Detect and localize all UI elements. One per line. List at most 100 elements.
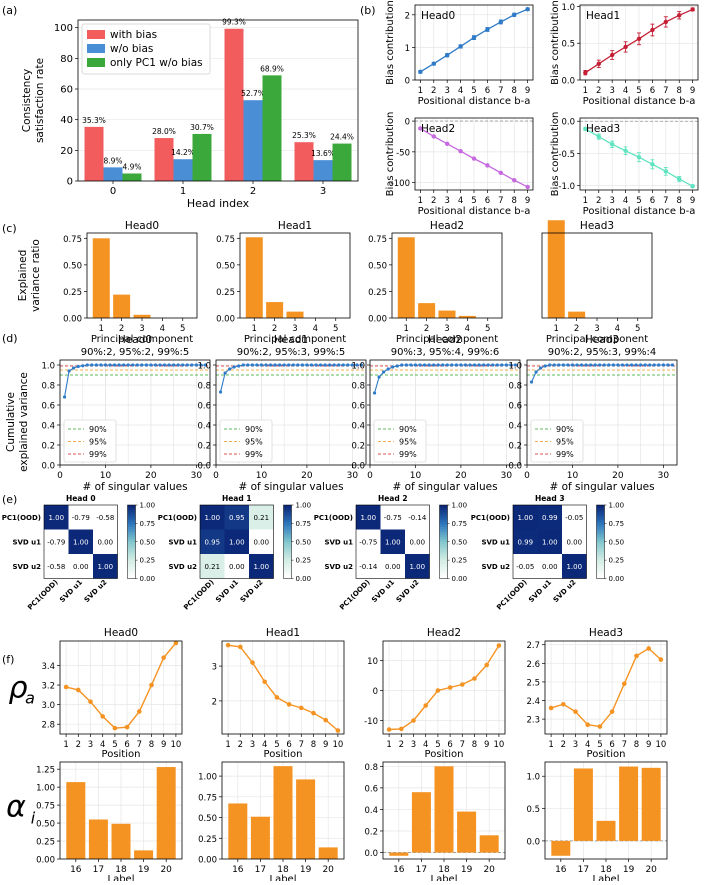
- x-tick-label: 3: [411, 740, 416, 750]
- colorbar-segment: [283, 527, 292, 530]
- x-tick-label: 19: [461, 865, 473, 875]
- data-point: [561, 363, 565, 367]
- heatmap-value: 1.00: [253, 563, 269, 571]
- heatmap-cell: [200, 505, 225, 530]
- data-point: [690, 183, 695, 189]
- data-point: [94, 363, 98, 367]
- colorbar-segment: [283, 551, 292, 555]
- subplot-title: Head3: [589, 627, 623, 639]
- subplot-title: Head0: [118, 334, 152, 346]
- colorbar-segment: [596, 522, 605, 525]
- x-tick-label: 1: [252, 324, 257, 334]
- subplot-title: Head1: [266, 627, 300, 639]
- heatmap-cell: [380, 505, 405, 530]
- colorbar-segment: [439, 531, 448, 535]
- bar-value-label: 30.7%: [190, 123, 214, 132]
- x-tick-label: 9: [323, 740, 328, 750]
- heatmap-cell: [93, 554, 118, 579]
- bar-pc3-head0: [133, 314, 151, 318]
- data-point: [137, 709, 142, 714]
- heatmap-value: 0.99: [517, 538, 533, 546]
- y-tick-label: 1: [405, 44, 410, 54]
- colorbar-tick-label: 0.75: [140, 520, 156, 528]
- bar-value-label: 25.3%: [292, 131, 316, 140]
- y-tick-label: 1.25: [36, 766, 55, 776]
- data-point: [629, 363, 634, 367]
- data-point: [543, 364, 547, 368]
- y-axis-label-c: Explained: [17, 250, 29, 302]
- y-tick-label: 2.7: [526, 641, 540, 651]
- heatmap-value: 1.00: [229, 538, 245, 546]
- heatmap-cell: [200, 529, 225, 554]
- data-point: [112, 725, 118, 731]
- data-point: [223, 371, 227, 375]
- heatmap-cell: [562, 505, 587, 530]
- colorbar-segment: [283, 529, 292, 533]
- heatmap-frame: [512, 504, 587, 579]
- subplot-title: Head2: [421, 123, 455, 135]
- x-axis-label-d: # of singular values: [549, 481, 654, 493]
- y-tick-label: 1.0: [41, 362, 55, 372]
- x-tick-label: 9: [484, 740, 489, 750]
- x-tick-label: 8: [677, 86, 682, 96]
- heatmap-value: 0.00: [253, 538, 269, 546]
- data-point: [634, 363, 638, 367]
- x-tick-label: 0: [110, 186, 116, 197]
- data-point: [176, 363, 180, 367]
- data-point: [552, 363, 556, 367]
- x-tick-label: 4: [160, 324, 165, 334]
- data-point: [337, 363, 341, 367]
- heatmap-cell: [513, 554, 538, 579]
- heatmap-cell: [249, 529, 274, 554]
- data-point: [585, 722, 590, 727]
- heatmap-row-label: PC1(OOD): [2, 514, 41, 522]
- data-point: [162, 363, 167, 367]
- x-tick-label: 7: [498, 196, 503, 206]
- colorbar-segment: [283, 507, 292, 511]
- heatmap-row-label: SVD u2: [12, 563, 41, 571]
- data-point: [611, 363, 615, 367]
- y-tick-label: 0.2: [41, 442, 55, 452]
- data-point: [491, 363, 495, 367]
- x-tick-label: 9: [690, 196, 695, 206]
- data-point: [435, 688, 441, 693]
- subplot-title: Head 1: [222, 494, 252, 503]
- y-tick-label: 3: [212, 663, 217, 673]
- x-tick-label: 18: [438, 865, 450, 875]
- data-point: [63, 684, 69, 690]
- y-tick-label: 1.00: [36, 784, 55, 794]
- x-tick-label: 2: [574, 324, 579, 334]
- data-point: [609, 52, 615, 58]
- x-axis-label-c: Principal component: [396, 334, 498, 345]
- x-axis-label-f: Position: [264, 749, 303, 760]
- y-tick-label: 0.4: [508, 422, 522, 432]
- y-tick-label: 2.8: [41, 721, 55, 731]
- colorbar-segment: [127, 524, 136, 528]
- heatmap-value: 0.95: [204, 538, 220, 546]
- heatmap-cell: [380, 554, 405, 579]
- heatmap-value: 0.21: [253, 514, 269, 522]
- rho-line-head2: [389, 645, 500, 731]
- heatmap-cell: [562, 554, 587, 579]
- heatmap-row-label: SVD u1: [12, 538, 41, 546]
- colorbar-segment: [596, 561, 605, 565]
- x-tick-label: 3: [250, 740, 255, 750]
- data-point: [607, 363, 611, 367]
- heatmap-value: 0.00: [97, 538, 113, 546]
- data-point: [650, 27, 655, 33]
- y-tick-label: 0.2: [351, 442, 365, 452]
- colorbar-segment: [439, 544, 448, 547]
- colorbar-segment: [283, 519, 292, 523]
- data-point: [485, 163, 490, 168]
- x-tick-label: 8: [311, 740, 316, 750]
- data-point: [596, 61, 601, 67]
- x-axis-label-b: Positional distance b-a: [418, 96, 531, 107]
- data-point: [482, 363, 486, 367]
- colorbar-segment: [283, 531, 292, 535]
- bar-value-label: 24.4%: [330, 133, 354, 142]
- data-point: [561, 701, 566, 707]
- data-point: [377, 375, 381, 379]
- data-point: [670, 363, 675, 367]
- x-tick-label: 4: [585, 740, 590, 750]
- heatmap-value: -0.75: [359, 538, 377, 546]
